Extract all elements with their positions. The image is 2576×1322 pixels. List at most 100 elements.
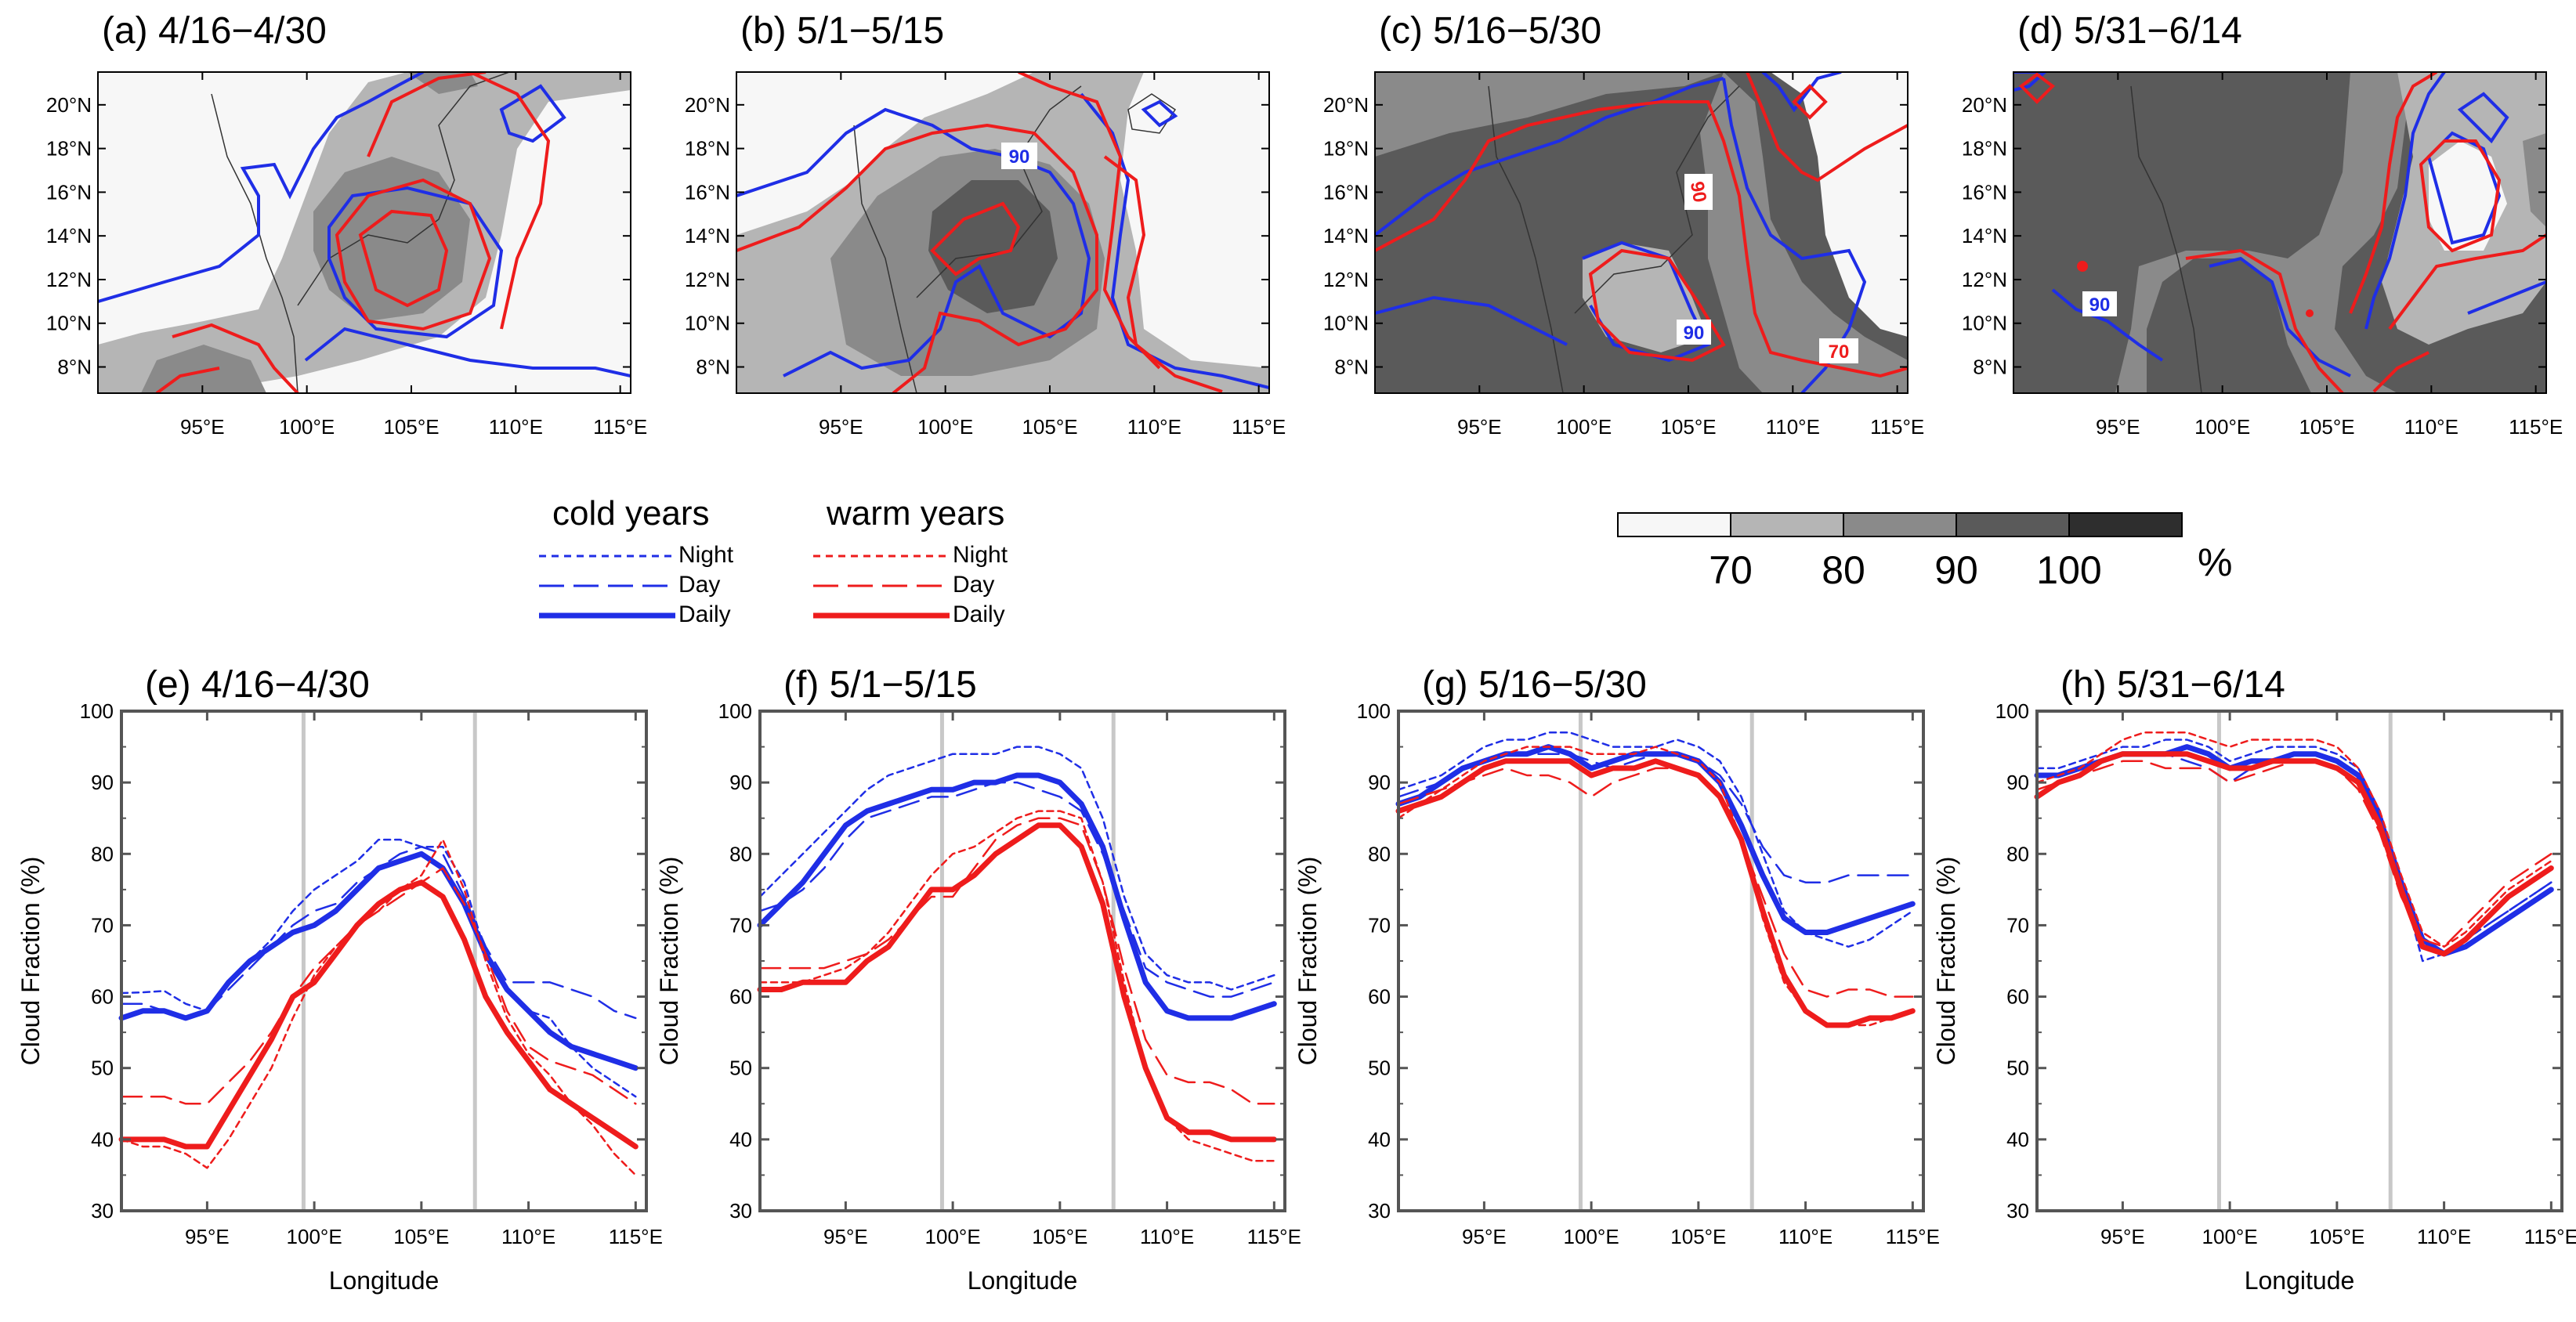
legend-cold-daily-label: Daily	[678, 601, 731, 627]
map-axes-b: 20°N 18°N 16°N 14°N 12°N 10°N 8°N 95°E 100°E 105°…	[685, 72, 1286, 439]
map-lon-label-d: 95°E	[2096, 415, 2140, 439]
y-tick-label-g: 40	[1368, 1128, 1391, 1151]
map-lon-label-d: 110°E	[2404, 415, 2458, 439]
map-lat-label-c: 20°N	[1323, 93, 1369, 117]
series-daily-f	[757, 822, 1277, 1143]
colorbar-segment	[1617, 512, 1731, 537]
x-tick-label-e: 110°E	[501, 1225, 555, 1248]
colorbar-segment	[1956, 512, 2070, 537]
x-tick-label-h: 110°E	[2417, 1225, 2471, 1248]
x-tick-label-e: 105°E	[393, 1225, 449, 1248]
legend-cold-header: cold years	[552, 494, 710, 533]
chart-title-e: (e) 4/16−4/30	[145, 664, 370, 706]
map-lon-label-c: 110°E	[1766, 415, 1820, 439]
map-lat-label-d: 14°N	[1962, 224, 2007, 247]
map-title-b: (b) 5/1−5/15	[740, 10, 944, 52]
map-lon-label-d: 100°E	[2194, 415, 2250, 439]
map-lon-label-b: 115°E	[1232, 415, 1286, 439]
y-tick-label-f: 100	[718, 699, 752, 723]
map-lon-label-b: 105°E	[1022, 415, 1077, 439]
x-tick-label-g: 95°E	[1462, 1225, 1507, 1248]
y-tick-label-e: 40	[91, 1128, 114, 1151]
map-axes-d: 20°N 18°N 16°N 14°N 12°N 10°N 8°N 95°E 100°E 105°…	[1962, 72, 2563, 439]
map-panel-a: (a) 4/16−4/30 20°N 18°N 16°N 14°N 12°N 10°N 8°…	[46, 10, 647, 439]
colorbar-label: 100	[2036, 548, 2101, 592]
y-tick-label-e: 30	[91, 1199, 114, 1223]
series-night-g	[1397, 731, 1914, 948]
legend-warm-night-label: Night	[953, 542, 1008, 568]
x-tick-label-f: 110°E	[1140, 1225, 1194, 1248]
map-title-c: (c) 5/16−5/30	[1379, 10, 1601, 52]
map-lon-label-a: 115°E	[593, 415, 647, 439]
line-chart-g: (g) 5/16−5/30 30 40 50 60 70 80 90 100 95°E 100°E 1…	[1293, 664, 1940, 1248]
svg-text:90: 90	[1686, 180, 1710, 204]
x-tick-label-f: 95°E	[823, 1225, 868, 1248]
legend-cold-night-label: Night	[678, 542, 734, 568]
x-tick-label-h: 95°E	[2100, 1225, 2145, 1248]
x-axis-label-e: Longitude	[329, 1266, 440, 1295]
map-lon-label-d: 105°E	[2299, 415, 2354, 439]
map-lat-label-d: 20°N	[1962, 93, 2007, 117]
y-tick-label-f: 50	[729, 1057, 752, 1080]
y-tick-label-f: 30	[729, 1199, 752, 1223]
line-chart-e: (e) 4/16−4/30 30 40 50 60 70 80 90 100 95°E 100°E 1…	[16, 664, 663, 1295]
map-panel-c: (c) 5/16−5/30 90 90	[1323, 10, 1924, 439]
x-axis-label-h: Longitude	[2245, 1266, 2355, 1295]
x-tick-label-h: 100°E	[2202, 1225, 2258, 1248]
map-field-d: 90	[2013, 72, 2546, 393]
map-lat-label-a: 14°N	[46, 224, 92, 247]
y-tick-label-e: 100	[80, 699, 114, 723]
legend-warm-daily-label: Daily	[953, 601, 1005, 627]
series-day-g	[1397, 767, 1914, 998]
y-tick-label-f: 90	[729, 771, 752, 794]
line-legend: cold years warm years Night Day Daily Ni…	[539, 494, 1008, 627]
x-tick-label-g: 110°E	[1778, 1225, 1833, 1248]
map-lat-label-c: 12°N	[1323, 268, 1369, 291]
y-tick-label-h: 100	[1995, 699, 2029, 723]
map-lat-label-a: 20°N	[46, 93, 92, 117]
y-tick-label-e: 50	[91, 1057, 114, 1080]
map-axes-a: 20°N 18°N 16°N 14°N 12°N 10°N 8°N 95°E 100°E 105°…	[46, 72, 647, 439]
chart-title-h: (h) 5/31−6/14	[2060, 664, 2285, 706]
y-tick-label-f: 70	[729, 913, 752, 937]
y-tick-label-h: 80	[2006, 842, 2029, 865]
line-chart-f: (f) 5/1−5/15 30 40 50 60 70 80 90 100 95°E 100°E 10…	[655, 664, 1301, 1295]
series-night-f	[758, 746, 1275, 991]
series-day-f	[758, 781, 1275, 998]
legend-cold-day-label: Day	[678, 572, 720, 598]
x-tick-label-h: 105°E	[2309, 1225, 2364, 1248]
y-axis-label-g: Cloud Fraction (%)	[1293, 857, 1322, 1066]
map-lat-label-b: 12°N	[685, 268, 730, 291]
series-night-f	[758, 810, 1275, 1162]
map-lon-label-c: 95°E	[1457, 415, 1502, 439]
plot-area-h	[2037, 711, 2562, 1211]
y-tick-label-h: 90	[2006, 771, 2029, 794]
y-tick-label-g: 90	[1368, 771, 1391, 794]
series-daily-e	[118, 851, 639, 1071]
map-lat-label-c: 8°N	[1334, 356, 1369, 379]
svg-text:90: 90	[2089, 294, 2111, 316]
map-lon-label-c: 100°E	[1556, 415, 1612, 439]
series-daily-g	[1395, 758, 1916, 1028]
map-lat-label-c: 16°N	[1323, 180, 1369, 204]
y-tick-label-f: 40	[729, 1128, 752, 1151]
map-lat-label-c: 18°N	[1323, 137, 1369, 161]
y-tick-label-f: 80	[729, 842, 752, 865]
y-tick-label-h: 40	[2006, 1128, 2029, 1151]
series-day-f	[758, 817, 1275, 1105]
map-lon-label-c: 105°E	[1660, 415, 1716, 439]
map-lat-label-a: 16°N	[46, 180, 92, 204]
series-day-e	[120, 867, 637, 1105]
plot-area-e	[121, 711, 646, 1211]
map-lat-label-b: 8°N	[696, 356, 730, 379]
map-lat-label-a: 18°N	[46, 137, 92, 161]
map-lon-label-b: 110°E	[1127, 415, 1181, 439]
y-tick-label-e: 90	[91, 771, 114, 794]
map-lon-label-d: 115°E	[2509, 415, 2563, 439]
series-daily-h	[2034, 751, 2554, 957]
map-panel-b: (b) 5/1−5/15 90 20°N 18°N 16°N 14°N 12°N 10°N…	[685, 10, 1286, 439]
colorbar: 70 80 90 100%	[1617, 512, 2232, 592]
y-tick-label-g: 100	[1357, 699, 1391, 723]
svg-text:90: 90	[1009, 146, 1030, 168]
